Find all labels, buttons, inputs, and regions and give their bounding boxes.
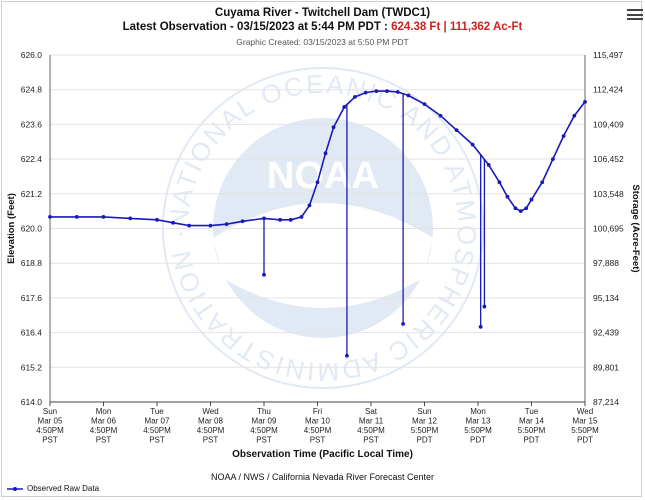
data-point <box>101 215 106 219</box>
graphic-created: Graphic Created: 03/15/2023 at 5:50 PM P… <box>236 37 409 47</box>
y-axis-label: Elevation (Feet) <box>6 193 17 264</box>
data-point <box>422 102 427 107</box>
y-tick-label: 626.0 <box>21 50 43 60</box>
data-point <box>208 223 213 228</box>
data-point <box>307 203 312 208</box>
storage-tick-label: 95,134 <box>593 293 619 303</box>
data-point <box>128 216 133 221</box>
storage-tick-label: 97,888 <box>593 258 619 268</box>
hamburger-menu-icon[interactable] <box>627 9 643 23</box>
spike-point <box>345 353 349 358</box>
spike-point <box>262 272 266 277</box>
y-tick-label: 620.0 <box>21 224 43 234</box>
data-point <box>288 217 293 222</box>
data-point <box>497 180 502 185</box>
y-tick-label: 616.4 <box>21 328 43 338</box>
data-point <box>299 215 304 219</box>
chart-subtitle: Latest Observation - 03/15/2023 at 5:44 … <box>0 21 645 33</box>
x-tick-label: Wed Mar 08 4:50PM PST <box>197 407 225 445</box>
data-point <box>374 89 379 94</box>
data-point <box>518 209 523 214</box>
legend-item[interactable]: Observed Raw Data <box>7 484 99 493</box>
latest-storage: 111,362 Ac-Ft <box>449 21 523 33</box>
storage-tick-label: 112,424 <box>593 85 623 95</box>
y-tick-label: 615.2 <box>21 362 43 372</box>
x-tick-label: Sun Mar 05 4:50PM PST <box>36 407 64 445</box>
spike-point <box>482 304 487 309</box>
storage-tick-label: 109,409 <box>593 119 624 129</box>
data-point <box>278 217 282 222</box>
data-point <box>561 134 566 138</box>
x-tick-label: Fri Mar 10 4:50PM PST <box>304 407 332 445</box>
data-point <box>406 93 411 98</box>
data-point <box>513 206 518 211</box>
data-point <box>551 157 555 162</box>
x-tick-label: Sat Mar 11 4:50PM PST <box>357 407 385 445</box>
data-point <box>240 219 245 224</box>
data-point <box>572 113 577 118</box>
storage-tick-label: 103,548 <box>593 189 624 199</box>
data-point <box>505 194 510 199</box>
data-point <box>224 222 229 227</box>
x-tick-label: Wed Mar 15 5:50PM PDT <box>571 407 599 445</box>
data-point <box>524 206 529 211</box>
data-point <box>331 125 336 130</box>
x-tick-label: Tue Mar 14 5:50PM PDT <box>518 407 546 445</box>
data-point <box>363 90 368 95</box>
data-point <box>486 162 491 167</box>
storage-tick-label: 115,497 <box>593 50 623 60</box>
data-point <box>155 217 159 222</box>
legend-line-icon <box>7 486 23 491</box>
subtitle-separator: | <box>440 21 450 33</box>
subtitle-prefix: Latest Observation - 03/15/2023 at 5:44 … <box>122 21 392 33</box>
latest-elevation: 624.38 Ft <box>391 21 441 33</box>
chart-title: Cuyama River - Twitchell Dam (TWDC1) <box>214 7 431 19</box>
y-tick-label: 617.6 <box>21 293 43 303</box>
x-tick-label: Mon Mar 13 5:50PM PDT <box>464 407 492 445</box>
x-tick-label: Mon Mar 06 4:50PM PST <box>90 407 118 445</box>
storage-tick-label: 106,452 <box>593 154 624 164</box>
data-point <box>438 113 443 118</box>
y-tick-label: 621.2 <box>21 189 43 199</box>
data-point <box>323 151 328 156</box>
y-tick-label: 614.0 <box>21 397 43 407</box>
data-point <box>315 180 320 185</box>
data-point <box>385 89 389 94</box>
data-point <box>187 223 192 228</box>
y-axis-right-label: Storage (Acre-Feet) <box>630 184 641 272</box>
storage-tick-label: 92,439 <box>593 328 619 338</box>
y-tick-label: 624.8 <box>21 85 43 95</box>
credit-text: NOAA / NWS / California Nevada River For… <box>210 472 435 482</box>
data-point <box>529 197 534 202</box>
x-tick-label: Tue Mar 07 4:50PM PST <box>143 407 171 445</box>
storage-tick-label: 89,801 <box>593 362 619 372</box>
data-point <box>48 215 52 219</box>
spike-point <box>478 324 483 329</box>
data-point <box>470 142 475 147</box>
x-tick-label: Thu Mar 09 4:50PM PST <box>250 407 278 445</box>
spike-point <box>401 322 405 326</box>
x-tick-label: Sun Mar 12 5:50PM PDT <box>411 407 439 445</box>
watermark-bird-shape <box>213 203 433 308</box>
y-tick-label: 622.4 <box>21 154 43 164</box>
legend-label: Observed Raw Data <box>27 484 100 493</box>
data-point <box>342 105 347 109</box>
data-point <box>454 128 459 133</box>
data-point <box>353 95 357 99</box>
storage-tick-label: 87,214 <box>593 397 619 407</box>
y-tick-label: 618.8 <box>21 258 43 268</box>
x-axis-label: Observation Time (Pacific Local Time) <box>232 449 413 460</box>
data-point <box>395 90 400 94</box>
data-point <box>171 220 175 225</box>
y-tick-label: 623.6 <box>21 119 43 129</box>
data-point <box>74 215 79 219</box>
storage-tick-label: 100,695 <box>593 224 624 234</box>
data-point <box>540 180 545 185</box>
data-point <box>583 99 587 104</box>
